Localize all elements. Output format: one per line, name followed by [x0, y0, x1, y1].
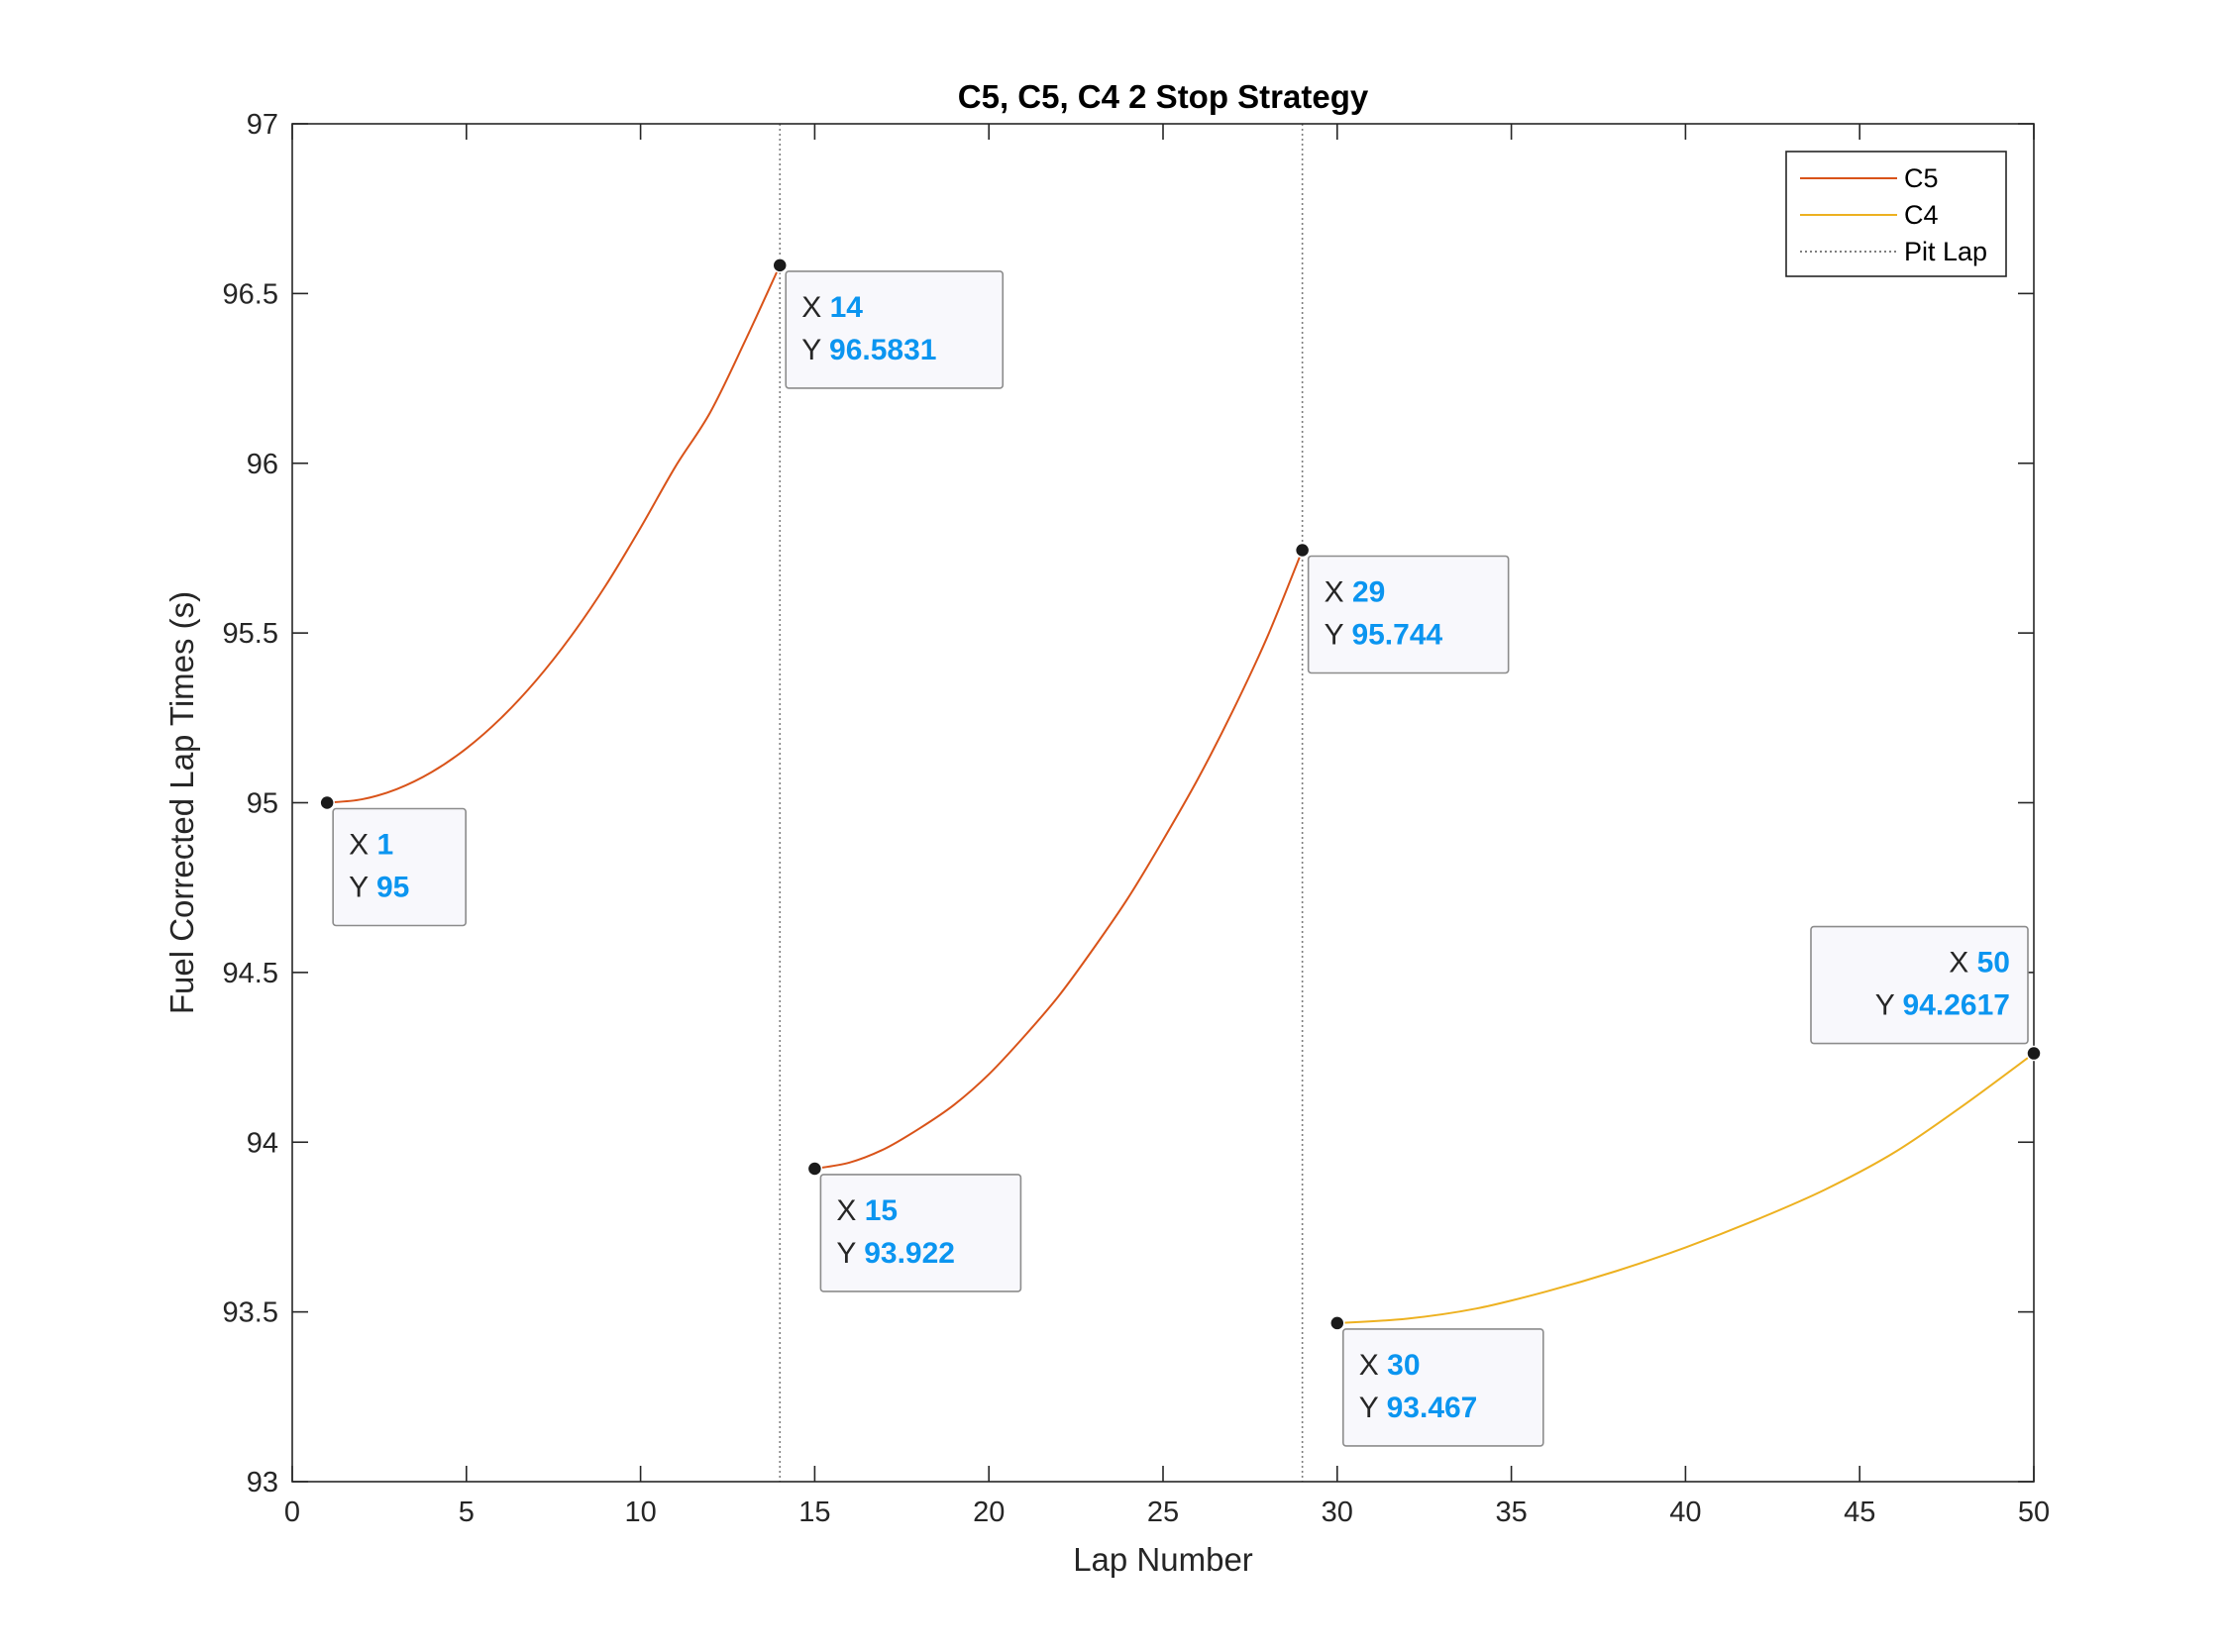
x-tick-label: 50: [2018, 1497, 2050, 1528]
data-tip[interactable]: X 14Y 96.5831: [772, 258, 1005, 389]
data-tip-marker: [2026, 1045, 2042, 1062]
series-lines: [327, 264, 2035, 1324]
data-tip-y-value: 95: [376, 872, 409, 904]
x-tick-label: 5: [459, 1497, 475, 1528]
data-tip[interactable]: X 15Y 93.922: [806, 1161, 1022, 1292]
data-tip-x-value: 50: [1977, 947, 2010, 980]
data-tip-y-key: Y: [1325, 618, 1352, 651]
data-tip-y-key: Y: [836, 1237, 864, 1270]
data-tip-x-value: 15: [865, 1194, 898, 1227]
y-tick-label: 95.5: [223, 618, 278, 650]
data-tip-y-value: 96.5831: [829, 334, 936, 366]
y-tick-label: 94: [247, 1127, 278, 1159]
data-tip[interactable]: X 29Y 95.744: [1294, 542, 1510, 674]
plot-area: [292, 124, 2034, 1482]
data-tip-box: [1810, 925, 2029, 1045]
x-axis-label: Lap Number: [1073, 1541, 1253, 1578]
data-tip-marker: [319, 794, 335, 811]
data-tip-y-value: 93.467: [1387, 1392, 1478, 1424]
data-tip-box: [785, 270, 1005, 389]
x-tick-label: 25: [1147, 1497, 1179, 1528]
data-tip-x-key: X: [1359, 1349, 1387, 1382]
data-tip-marker: [1329, 1315, 1345, 1331]
data-tip-x-key: X: [801, 291, 829, 324]
data-tip-y-value: 95.744: [1351, 618, 1442, 651]
series-line-c5: [814, 550, 1304, 1170]
data-tip-y-row: Y 93.467: [1359, 1392, 1478, 1424]
data-tip-marker: [772, 258, 788, 273]
data-tip-x-value: 14: [830, 291, 864, 324]
data-tip-box: [1342, 1328, 1544, 1447]
data-tip-x-value: 29: [1352, 575, 1385, 608]
data-tip[interactable]: X 50 Y 94.2617: [1810, 925, 2042, 1062]
x-tick-label: 30: [1322, 1497, 1353, 1528]
data-tip-marker: [806, 1161, 823, 1177]
data-tip-y-key: Y: [1359, 1392, 1387, 1424]
y-tick-label: 95: [247, 788, 278, 820]
series-line-c5: [327, 264, 782, 804]
x-tick-label: 35: [1495, 1497, 1527, 1528]
data-tip[interactable]: X 1Y 95: [319, 794, 467, 927]
series-line-c4: [1336, 1052, 2035, 1324]
data-tip-y-row: Y 94.2617: [1875, 989, 2010, 1022]
x-tick-label: 45: [1844, 1497, 1875, 1528]
data-tip-x-row: X 50: [1949, 947, 2010, 980]
data-tip-y-key: Y: [349, 872, 376, 904]
data-tip[interactable]: X 30Y 93.467: [1329, 1315, 1544, 1447]
data-tip-x-row: X 1: [349, 829, 393, 862]
data-tip-y-value: 93.922: [864, 1237, 955, 1270]
data-tip-y-key: Y: [1875, 989, 1903, 1022]
y-axis-label: Fuel Corrected Lap Times (s): [163, 591, 200, 1014]
pit-lap-lines: [779, 124, 1304, 1482]
legend-label: C5: [1904, 163, 1939, 193]
data-tip-box: [332, 807, 467, 927]
data-tip-y-value: 94.2617: [1903, 989, 2010, 1022]
y-tick-label: 97: [247, 109, 278, 141]
y-tick-label: 93.5: [223, 1297, 278, 1329]
axis-ticks: 0 5 10 15 20 25 30 35 40 45 50 93 93.5 94 94.5 95 95.5 96…: [223, 109, 2051, 1528]
data-tip-y-row: Y 95.744: [1325, 618, 1443, 651]
legend-label: C4: [1904, 200, 1939, 230]
x-tick-label: 15: [798, 1497, 830, 1528]
y-tick-label: 96.5: [223, 278, 278, 310]
chart-title: C5, C5, C4 2 Stop Strategy: [958, 78, 1369, 115]
data-tip-y-row: Y 95: [349, 872, 409, 904]
data-tip-y-row: Y 96.5831: [801, 334, 936, 366]
data-tip-x-row: X 30: [1359, 1349, 1421, 1382]
x-tick-label: 0: [284, 1497, 300, 1528]
data-tip-x-value: 30: [1387, 1349, 1420, 1382]
y-tick-label: 96: [247, 449, 278, 480]
data-tip-box: [819, 1174, 1022, 1292]
legend[interactable]: C5 C4 Pit Lap: [1785, 151, 2007, 277]
data-tip-x-row: X 29: [1325, 575, 1386, 608]
x-tick-label: 20: [973, 1497, 1005, 1528]
data-tip-x-key: X: [349, 829, 376, 862]
data-tip-y-key: Y: [801, 334, 829, 366]
data-tip-x-value: 1: [377, 829, 394, 862]
data-tip-x-key: X: [836, 1194, 864, 1227]
legend-label: Pit Lap: [1904, 237, 1987, 266]
data-tip-box: [1307, 555, 1510, 674]
x-tick-label: 40: [1669, 1497, 1701, 1528]
y-tick-label: 94.5: [223, 958, 278, 989]
data-tip-x-key: X: [1325, 575, 1352, 608]
x-tick-label: 10: [624, 1497, 656, 1528]
data-tip-x-row: X 14: [801, 291, 863, 324]
data-tip-x-row: X 15: [836, 1194, 898, 1227]
y-tick-label: 93: [247, 1467, 278, 1498]
data-tip-marker: [1294, 542, 1311, 559]
data-tip-x-key: X: [1949, 947, 1976, 980]
data-tip-y-row: Y 93.922: [836, 1237, 955, 1270]
